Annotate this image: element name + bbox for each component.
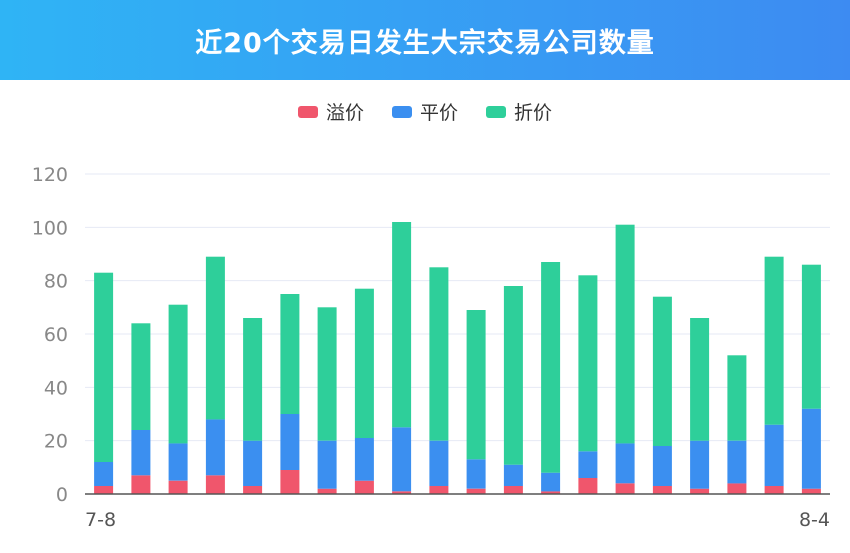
bar-segment-premium[interactable] xyxy=(652,486,672,494)
legend-item-par[interactable]: 平价 xyxy=(391,98,458,125)
bar-segment-discount[interactable] xyxy=(392,222,412,428)
bar-segment-premium[interactable] xyxy=(764,486,784,494)
bar-segment-premium[interactable] xyxy=(615,483,635,494)
bar-segment-par[interactable] xyxy=(131,430,151,476)
bar-segment-discount[interactable] xyxy=(280,294,300,414)
bar-segment-discount[interactable] xyxy=(615,224,635,444)
bar-segment-par[interactable] xyxy=(168,443,188,481)
legend-label-premium: 溢价 xyxy=(325,102,364,124)
bar-segment-par[interactable] xyxy=(652,446,672,486)
y-tick-label: 0 xyxy=(56,484,68,506)
bar-segment-discount[interactable] xyxy=(578,275,598,452)
bar-segment-discount[interactable] xyxy=(652,296,672,446)
legend-swatch-par xyxy=(391,105,412,118)
bar-segment-discount[interactable] xyxy=(317,307,337,441)
legend-item-discount[interactable]: 折价 xyxy=(486,98,552,125)
bar-segment-premium[interactable] xyxy=(466,488,486,494)
bar-segment-discount[interactable] xyxy=(429,267,449,441)
bar-segment-par[interactable] xyxy=(801,408,821,489)
bar-segment-par[interactable] xyxy=(764,424,784,486)
bar-segment-premium[interactable] xyxy=(429,486,449,494)
bar-segment-premium[interactable] xyxy=(578,478,598,494)
bar-segment-par[interactable] xyxy=(578,451,598,478)
legend-item-premium[interactable]: 溢价 xyxy=(297,98,364,125)
bar-segment-par[interactable] xyxy=(541,472,561,492)
bar-segment-premium[interactable] xyxy=(94,486,114,494)
bar-segment-premium[interactable] xyxy=(168,480,188,494)
y-tick-label: 120 xyxy=(32,164,68,186)
bar-segment-discount[interactable] xyxy=(764,256,784,425)
legend: 溢价 平价 折价 xyxy=(0,98,850,125)
y-tick-label: 40 xyxy=(44,377,68,399)
bar-segment-discount[interactable] xyxy=(94,272,114,462)
bar-segment-discount[interactable] xyxy=(131,323,151,430)
bar-segment-premium[interactable] xyxy=(354,480,374,494)
bar-segment-premium[interactable] xyxy=(801,488,821,494)
bar-segment-par[interactable] xyxy=(615,443,635,484)
bar-segment-par[interactable] xyxy=(205,419,225,476)
bar-segment-discount[interactable] xyxy=(727,355,747,441)
bar-segment-par[interactable] xyxy=(280,414,300,470)
bar-segment-premium[interactable] xyxy=(690,488,710,494)
y-tick-label: 80 xyxy=(44,271,68,293)
bar-segment-premium[interactable] xyxy=(205,475,225,494)
bar-segment-discount[interactable] xyxy=(168,304,188,444)
bar-segment-par[interactable] xyxy=(392,427,412,492)
legend-swatch-discount xyxy=(486,105,506,118)
bar-segment-discount[interactable] xyxy=(541,262,561,473)
bar-segment-par[interactable] xyxy=(317,440,337,489)
bar-segment-premium[interactable] xyxy=(503,486,523,494)
bar-segment-discount[interactable] xyxy=(801,264,821,409)
legend-swatch-premium xyxy=(297,105,318,118)
bar-segment-premium[interactable] xyxy=(727,483,747,494)
bar-segment-premium[interactable] xyxy=(243,486,263,494)
bar-segment-par[interactable] xyxy=(94,462,114,486)
x-tick-label-last: 8-4 xyxy=(799,509,830,531)
chart-title: 近20个交易日发生大宗交易公司数量 xyxy=(195,27,655,59)
bar-segment-premium[interactable] xyxy=(280,470,300,494)
bar-segment-par[interactable] xyxy=(466,459,486,489)
x-tick-label-first: 7-8 xyxy=(85,509,116,531)
bar-segment-discount[interactable] xyxy=(690,318,710,441)
bar-segment-discount[interactable] xyxy=(466,310,486,460)
bar-segment-par[interactable] xyxy=(243,440,263,486)
bar-segment-premium[interactable] xyxy=(541,491,561,494)
bar-segment-discount[interactable] xyxy=(354,288,374,438)
bar-segment-discount[interactable] xyxy=(503,286,523,465)
y-tick-label: 20 xyxy=(44,431,68,453)
bar-segment-par[interactable] xyxy=(503,464,523,486)
bar-segment-par[interactable] xyxy=(690,440,710,489)
y-tick-label: 100 xyxy=(32,217,68,239)
legend-label-par: 平价 xyxy=(419,102,458,124)
bar-segment-par[interactable] xyxy=(727,440,747,484)
bar-segment-discount[interactable] xyxy=(205,256,225,420)
chart-title-banner: 近20个交易日发生大宗交易公司数量 xyxy=(0,0,850,80)
bar-segment-premium[interactable] xyxy=(317,488,337,494)
legend-label-discount: 折价 xyxy=(514,102,553,124)
y-tick-label: 60 xyxy=(44,324,68,346)
bar-segment-premium[interactable] xyxy=(131,475,151,494)
bar-segment-premium[interactable] xyxy=(392,491,412,494)
bar-segment-par[interactable] xyxy=(429,440,449,486)
bar-segment-discount[interactable] xyxy=(243,318,263,441)
bar-segment-par[interactable] xyxy=(354,438,374,481)
